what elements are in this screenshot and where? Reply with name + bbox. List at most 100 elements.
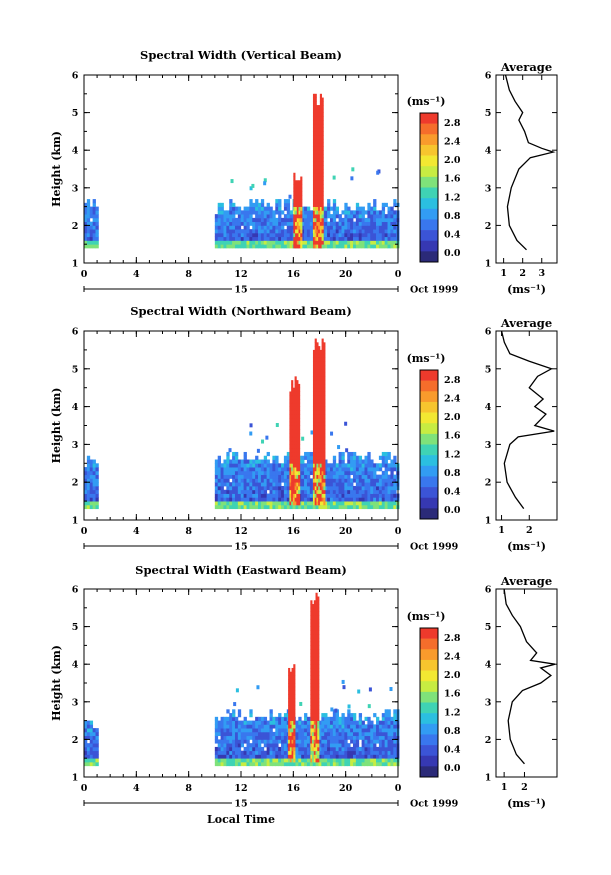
heatmap-cell <box>289 391 292 396</box>
heatmap-cell <box>309 225 314 230</box>
heatmap-cell <box>358 240 363 245</box>
heatmap-cell <box>332 716 337 721</box>
heatmap-cell <box>229 470 233 476</box>
heatmap-cell <box>321 470 324 476</box>
heatmap-cell <box>304 455 308 460</box>
heatmap-cell <box>306 455 311 460</box>
heatmap-cell <box>390 214 394 219</box>
heatmap-cell <box>332 761 337 767</box>
heatmap-cell <box>390 244 394 249</box>
heatmap-cell <box>272 504 276 510</box>
heatmap-cell <box>350 713 354 718</box>
heatmap-cell <box>319 368 322 373</box>
heatmap-cell <box>226 720 230 725</box>
heatmap-cell <box>275 735 279 740</box>
heatmap-cell <box>234 758 239 763</box>
heatmap-cell <box>260 240 265 245</box>
heatmap-cell <box>319 135 322 140</box>
heatmap-cell <box>338 497 342 502</box>
heatmap-cell <box>310 656 313 661</box>
heatmap-cell <box>246 214 250 219</box>
heatmap-cell <box>355 225 360 230</box>
heatmap-cell <box>335 731 339 737</box>
heatmap-cell <box>291 694 294 699</box>
heatmap-cell <box>263 478 268 483</box>
heatmap-cell <box>321 229 324 234</box>
heatmap-cell <box>361 210 365 215</box>
heatmap-cell <box>370 750 374 755</box>
heatmap-cell <box>341 724 345 729</box>
heatmap-cell <box>317 731 320 737</box>
heatmap-cell <box>89 482 94 487</box>
heatmap-cell <box>266 225 270 230</box>
heatmap-cell <box>89 728 94 733</box>
heatmap-cell <box>300 191 303 196</box>
heatmap-cell <box>323 368 326 373</box>
heatmap-cell <box>289 240 293 245</box>
heatmap-cell <box>237 489 242 494</box>
heatmap-cell <box>390 739 394 744</box>
heatmap-cell <box>298 236 301 241</box>
heatmap-cell <box>318 135 321 140</box>
heatmap-cell <box>381 482 386 487</box>
heatmap-cell <box>315 746 318 752</box>
heatmap-cell <box>344 754 348 759</box>
heatmap-cell <box>317 690 320 695</box>
heatmap-cell <box>315 607 318 612</box>
heatmap-cell <box>255 199 259 204</box>
heatmap-cell <box>243 463 247 468</box>
heatmap-cell <box>294 459 297 464</box>
heatmap-cell <box>384 501 388 506</box>
heatmap-cell <box>314 150 317 155</box>
heatmap-cell <box>312 180 316 185</box>
heatmap-cell <box>352 489 357 494</box>
heatmap-cell <box>314 202 317 207</box>
heatmap-cell <box>332 739 337 744</box>
heatmap-cell <box>312 626 315 631</box>
heatmap-cell <box>350 716 354 721</box>
heatmap-cell <box>249 743 253 748</box>
heatmap-cell <box>329 743 334 748</box>
heatmap-cell <box>237 478 242 483</box>
heatmap-cell <box>317 637 320 643</box>
heatmap-cell <box>226 746 230 752</box>
heatmap-cell <box>338 489 342 494</box>
heatmap-cell <box>384 221 388 226</box>
heatmap-cell <box>294 425 297 430</box>
heatmap-cell <box>317 600 320 605</box>
heatmap-cell <box>350 761 354 767</box>
heatmap-cell <box>355 731 360 737</box>
heatmap-cell <box>332 455 337 460</box>
heatmap-cell <box>319 191 322 196</box>
heatmap-cell <box>217 497 221 502</box>
heatmap-cell <box>237 474 242 479</box>
heatmap-cell <box>310 713 313 718</box>
heatmap-cell <box>318 131 321 136</box>
heatmap-cell <box>381 451 386 457</box>
heatmap-cell <box>338 724 342 729</box>
heatmap-cell <box>323 433 326 438</box>
heatmap-cell <box>332 501 337 506</box>
heatmap-cell <box>338 485 342 491</box>
heatmap-cell <box>314 459 317 464</box>
heatmap-cell <box>384 731 388 737</box>
heatmap-cell <box>289 504 293 510</box>
heatmap-cell <box>364 735 368 740</box>
heatmap-cell <box>378 761 383 767</box>
heatmap-cell <box>84 225 88 230</box>
x-tick-label: 20 <box>339 526 353 537</box>
heatmap-cell <box>312 131 316 136</box>
heatmap-cell <box>335 470 339 476</box>
heatmap-cell <box>89 739 94 744</box>
heatmap-cell <box>232 221 236 226</box>
heatmap-cell <box>364 504 368 510</box>
heatmap-cell <box>347 482 351 487</box>
heatmap-cell <box>344 474 348 479</box>
heatmap-cell <box>296 210 299 215</box>
colorbar-swatch <box>420 230 438 242</box>
heatmap-cell <box>92 735 96 740</box>
heatmap-cell <box>278 716 282 721</box>
heatmap-cell <box>272 221 276 226</box>
heatmap-cell <box>316 380 319 385</box>
heatmap-cell <box>232 240 236 245</box>
